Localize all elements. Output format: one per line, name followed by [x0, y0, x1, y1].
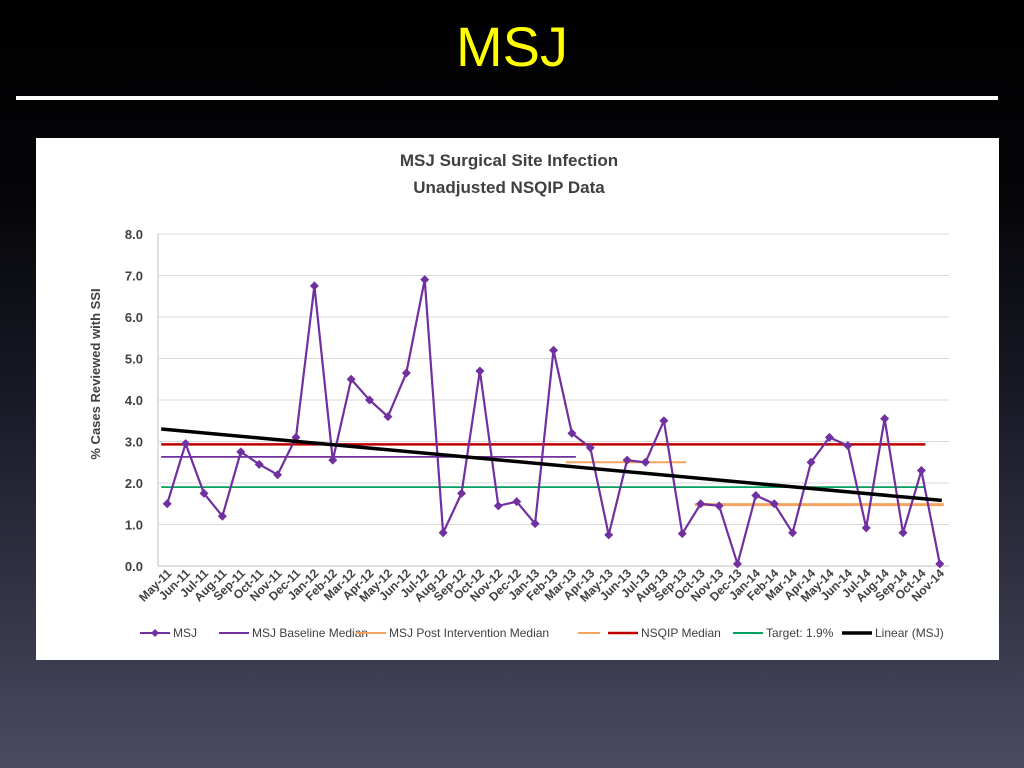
msj-data-point	[309, 281, 319, 291]
msj-data-point	[659, 416, 669, 426]
y-tick-label: 2.0	[125, 476, 143, 491]
chart-title-line-2: Unadjusted NSQIP Data	[413, 178, 605, 197]
y-tick-label: 8.0	[125, 227, 143, 242]
msj-data-point	[273, 470, 283, 480]
chart-title-line-1: MSJ Surgical Site Infection	[400, 151, 618, 170]
msj-data-point	[401, 368, 411, 378]
msj-data-point	[530, 519, 540, 529]
msj-data-point	[162, 499, 172, 509]
msj-data-point	[751, 490, 761, 500]
y-tick-label: 7.0	[125, 269, 143, 284]
legend-marker	[151, 629, 159, 637]
msj-data-point	[843, 441, 853, 451]
msj-data-point	[640, 457, 650, 467]
legend-label: MSJ Baseline Median	[252, 626, 368, 640]
msj-data-point	[365, 395, 375, 405]
msj-data-point	[604, 530, 614, 540]
msj-data-point	[457, 488, 467, 498]
y-tick-label: 0.0	[125, 559, 143, 574]
msj-data-point	[916, 466, 926, 476]
msj-data-point	[199, 488, 209, 498]
msj-data-point	[254, 459, 264, 469]
y-tick-label: 3.0	[125, 435, 143, 450]
msj-data-point	[732, 559, 742, 569]
msj-data-point	[714, 501, 724, 511]
msj-data-point	[806, 457, 816, 467]
title-divider	[16, 96, 998, 100]
slide-title: MSJ	[456, 15, 568, 78]
msj-data-point	[769, 499, 779, 509]
msj-data-point	[824, 432, 834, 442]
msj-data-point	[217, 511, 227, 521]
y-tick-label: 1.0	[125, 518, 143, 533]
legend-label: NSQIP Median	[641, 626, 721, 640]
msj-data-point	[567, 428, 577, 438]
msj-data-point	[788, 528, 798, 538]
msj-data-point	[512, 497, 522, 507]
msj-data-point	[861, 523, 871, 533]
msj-data-point	[880, 414, 890, 424]
msj-series-line	[166, 279, 941, 568]
chart-panel: MSJ Surgical Site Infection Unadjusted N…	[36, 138, 999, 660]
msj-data-point	[549, 345, 558, 355]
msj-data-point	[438, 528, 448, 538]
legend-label: MSJ Post Intervention Median	[389, 626, 549, 640]
y-axis-label: % Cases Reviewed with SSI	[88, 288, 103, 459]
msj-data-point	[420, 275, 430, 285]
msj-data-point	[898, 528, 908, 538]
msj-data-point	[585, 443, 595, 453]
y-tick-label: 6.0	[125, 310, 143, 325]
msj-data-point	[935, 559, 945, 569]
linear-trendline	[161, 427, 942, 503]
msj-data-point	[328, 455, 338, 465]
msj-data-point	[493, 501, 503, 511]
legend-label: MSJ	[173, 626, 197, 640]
msj-data-point	[346, 374, 356, 384]
legend-label: Linear (MSJ)	[875, 626, 944, 640]
y-tick-label: 5.0	[125, 352, 143, 367]
msj-data-point	[181, 439, 191, 449]
msj-data-point	[622, 455, 632, 465]
ssi-line-chart: MSJ Surgical Site Infection Unadjusted N…	[88, 151, 949, 640]
msj-data-point	[696, 499, 706, 509]
legend-label: Target: 1.9%	[766, 626, 834, 640]
msj-data-point	[383, 412, 393, 422]
y-tick-label: 4.0	[125, 393, 143, 408]
msj-data-point	[677, 529, 687, 539]
msj-data-point	[475, 366, 485, 376]
msj-data-point	[236, 447, 246, 457]
